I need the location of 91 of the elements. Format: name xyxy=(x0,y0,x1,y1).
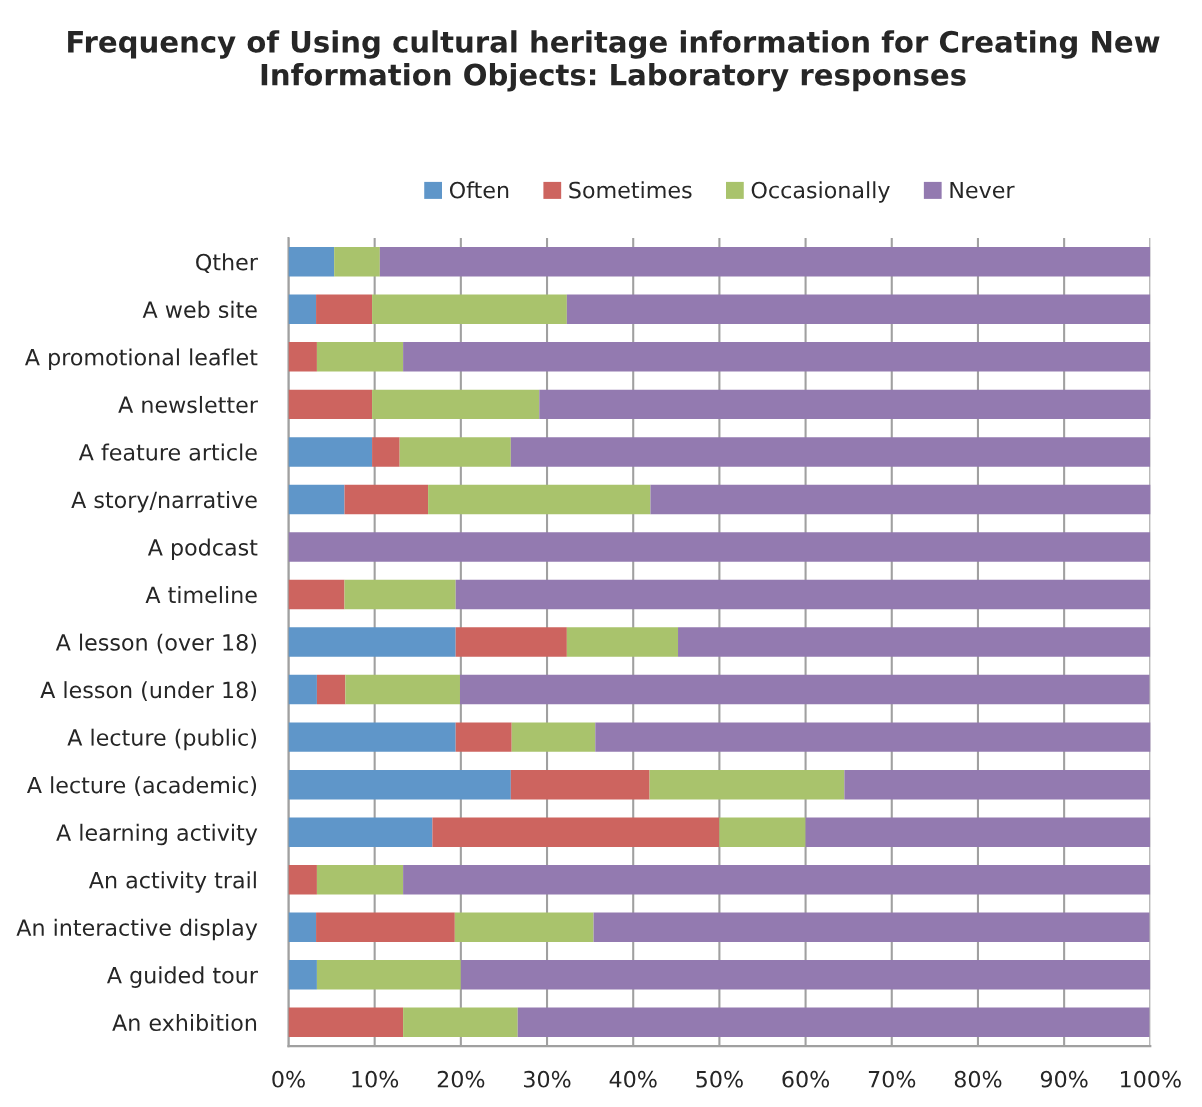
legend-label: Occasionally xyxy=(751,181,890,203)
x-tick-label: 10% xyxy=(352,1070,399,1088)
bar xyxy=(593,912,1150,943)
y-tick-label: A learning activity xyxy=(56,823,258,846)
legend-label: Never xyxy=(950,181,1015,199)
bar xyxy=(372,437,400,467)
bar xyxy=(288,960,317,990)
bar xyxy=(805,817,1151,847)
bar xyxy=(288,532,1151,562)
bar xyxy=(288,579,345,610)
y-tick-label: A lesson (over 18) xyxy=(55,633,257,654)
bar xyxy=(595,722,1151,752)
x-tick-label: 40% xyxy=(609,1070,657,1088)
bar xyxy=(288,674,317,705)
bar xyxy=(372,294,567,325)
bar xyxy=(403,342,1151,372)
bar xyxy=(719,817,806,847)
y-tick-label: A story/narrative xyxy=(71,491,257,513)
y-tick-label: A web site xyxy=(142,300,257,319)
bar xyxy=(678,627,1151,657)
bar xyxy=(566,627,679,657)
bar xyxy=(460,960,1151,990)
y-tick-label: An activity trail xyxy=(88,871,256,893)
bar xyxy=(372,389,540,420)
y-tick-label: An exhibition xyxy=(112,1013,257,1032)
bar xyxy=(455,579,1151,610)
legend-label: Sometimes xyxy=(569,181,692,199)
y-tick-label: A promotional leaflet xyxy=(24,348,258,370)
bar xyxy=(539,389,1151,420)
bar xyxy=(511,722,596,752)
y-tick-label: A timeline xyxy=(145,586,257,604)
bar xyxy=(454,912,594,943)
bar xyxy=(432,817,720,847)
bar xyxy=(428,484,651,515)
y-tick-label: A guided tour xyxy=(106,966,258,988)
x-tick-label: 70% xyxy=(868,1070,916,1088)
x-tick-label: 100% xyxy=(1120,1070,1181,1088)
bar xyxy=(316,342,404,372)
x-tick-label: 30% xyxy=(524,1070,571,1088)
bar xyxy=(288,722,456,752)
bar xyxy=(316,294,373,325)
x-tick-label: 0% xyxy=(272,1070,305,1088)
y-tick-label: A feature article xyxy=(78,443,257,461)
y-tick-label: A lesson (under 18) xyxy=(40,681,257,701)
y-tick-label: A lecture (public) xyxy=(67,728,257,751)
y-tick-label: A newsletter xyxy=(118,395,258,414)
bar xyxy=(288,484,345,515)
bar xyxy=(344,484,429,515)
x-tick-label: 90% xyxy=(1040,1070,1088,1088)
bar xyxy=(510,769,650,800)
bar xyxy=(316,960,461,990)
bar xyxy=(344,579,456,610)
bar xyxy=(459,674,1150,705)
bar xyxy=(288,247,335,277)
bar xyxy=(844,769,1151,800)
legend-label: Often xyxy=(449,181,509,199)
bar xyxy=(316,865,404,895)
chart-title: Frequency of Using cultural heritage information for Creating New Information Objects: Laboratory responses xyxy=(68,30,1160,92)
bar xyxy=(455,627,567,657)
bar xyxy=(288,817,433,847)
bar xyxy=(566,294,1151,325)
bar xyxy=(288,437,373,467)
bar xyxy=(345,674,460,705)
bar xyxy=(288,769,511,800)
y-tick-label: A podcast xyxy=(147,538,258,561)
bar xyxy=(649,769,845,800)
bar xyxy=(288,294,317,325)
bar xyxy=(379,247,1151,277)
bar xyxy=(316,912,455,943)
bar xyxy=(334,247,380,277)
bar xyxy=(455,722,512,752)
bar xyxy=(288,627,456,657)
bar xyxy=(510,437,1151,467)
bar xyxy=(288,389,373,420)
bar xyxy=(288,1007,404,1038)
bar xyxy=(288,342,317,372)
y-tick-label: A lecture (academic) xyxy=(26,776,257,797)
x-tick-label: 20% xyxy=(437,1070,485,1088)
bar xyxy=(403,865,1151,895)
bar xyxy=(399,437,511,467)
x-tick-label: 80% xyxy=(954,1070,1002,1088)
bar xyxy=(288,912,317,943)
x-tick-label: 60% xyxy=(782,1070,830,1088)
x-tick-label: 50% xyxy=(696,1070,743,1088)
y-tick-label: An interactive display xyxy=(16,918,258,941)
bar xyxy=(316,674,346,705)
bar xyxy=(650,484,1151,515)
bar xyxy=(517,1007,1150,1038)
bar xyxy=(288,865,317,895)
bar xyxy=(403,1007,518,1038)
y-tick-label: Qther xyxy=(196,253,258,274)
